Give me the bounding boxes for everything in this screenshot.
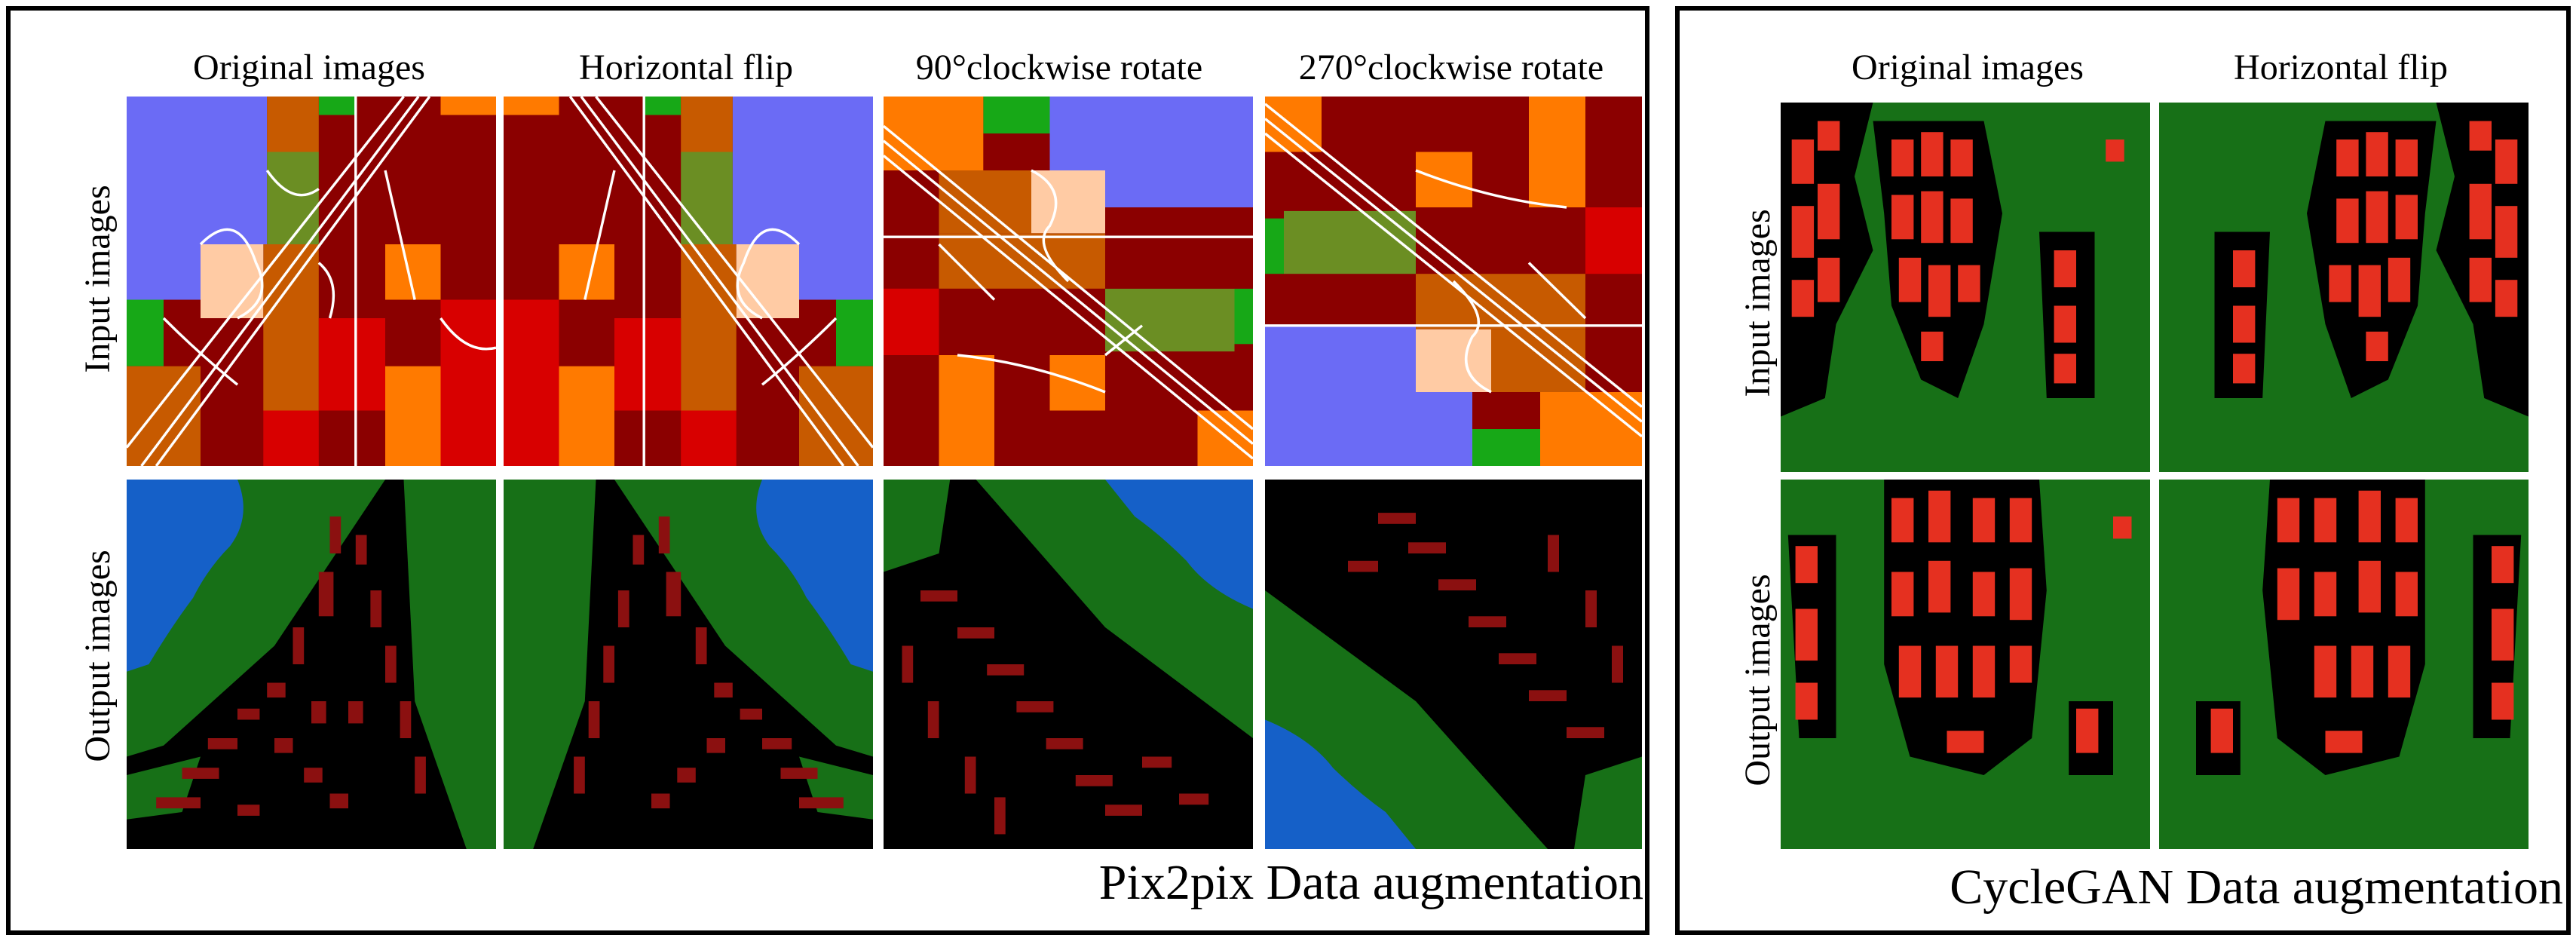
cyclegan-col-label-original: Original images [1852,48,2084,87]
cyclegan-panel [1675,6,2571,935]
pix2pix-input-rot90 [884,97,1253,466]
pix2pix-caption: Pix2pix Data augmentation [1098,855,1643,910]
pix2pix-output-rot90 [884,480,1253,849]
pix2pix-input-original [127,97,496,466]
pix2pix-input-hflip [504,97,873,466]
pix2pix-panel [6,6,1649,935]
pix2pix-output-original [127,480,496,849]
pix2pix-col-label-rot270: 270°clockwise rotate [1298,48,1604,87]
cyclegan-input-hflip [2159,103,2529,472]
pix2pix-row-label-output: Output images [78,550,118,762]
cyclegan-col-label-hflip: Horizontal flip [2234,48,2448,87]
cyclegan-output-original [1781,480,2150,849]
cyclegan-output-hflip [2159,480,2529,849]
pix2pix-row-label-input: Input images [78,185,118,373]
pix2pix-col-label-hflip: Horizontal flip [579,48,793,87]
pix2pix-input-rot270 [1265,97,1642,466]
pix2pix-col-label-original: Original images [193,48,425,87]
pix2pix-output-hflip [504,480,873,849]
cyclegan-input-original [1781,103,2150,472]
cyclegan-row-label-input: Input images [1738,209,1778,397]
cyclegan-row-label-output: Output images [1738,574,1778,786]
pix2pix-col-label-rot90: 90°clockwise rotate [915,48,1203,87]
cyclegan-caption: CycleGAN Data augmentation [1950,860,2563,915]
pix2pix-output-rot270 [1265,480,1642,849]
